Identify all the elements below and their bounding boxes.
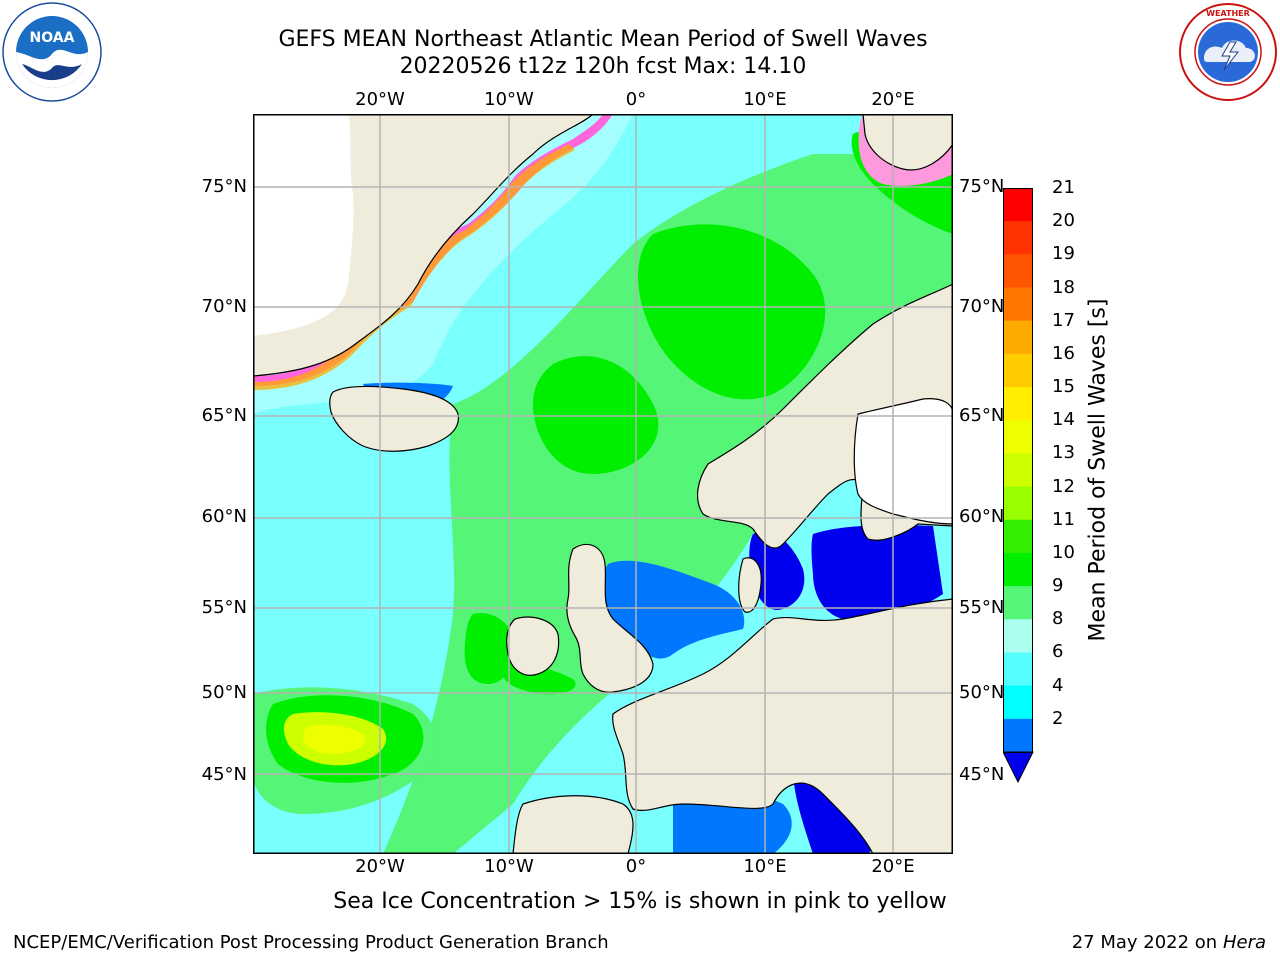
colorbar-tick-label: 9 [1052, 575, 1064, 597]
lon-tick-bottom-20w: 20°W [355, 856, 405, 877]
svalbard [862, 114, 953, 171]
colorbar-tick-label: 2 [1052, 707, 1064, 729]
colorbar-tick-label: 13 [1052, 442, 1075, 464]
lon-tick-bottom-20e: 20°E [871, 856, 915, 877]
colorbar-swatch [1003, 420, 1033, 454]
colorbar-tick-label: 18 [1052, 276, 1075, 298]
colorbar-tick-label: 20 [1052, 210, 1075, 232]
map-gridlines [253, 114, 953, 854]
ireland [506, 616, 560, 676]
colorbar-swatch [1003, 685, 1033, 720]
lat-tick-left-55n: 55°N [201, 597, 247, 618]
lat-tick-left-70n: 70°N [201, 296, 247, 317]
map-panel [253, 114, 953, 854]
colorbar-tick-label: 21 [1052, 177, 1075, 198]
footer-host: Hera [1222, 932, 1266, 953]
noaa-logo: NOAA [2, 2, 102, 102]
lon-tick-top-20w: 20°W [355, 89, 405, 110]
colorbar-swatch [1003, 619, 1033, 653]
lon-tick-bottom-10w: 10°W [484, 856, 534, 877]
colorbar-swatch [1003, 519, 1033, 554]
lat-tick-right-45n: 45°N [959, 764, 1005, 785]
lon-tick-top-20e: 20°E [871, 89, 915, 110]
colorbar-tick-label: 8 [1052, 608, 1064, 630]
footer-credit: NCEP/EMC/Verification Post Processing Pr… [13, 932, 609, 953]
footer-date: 27 May 2022 on Hera [1072, 932, 1266, 953]
colorbar [1002, 188, 1045, 784]
chart-title: GEFS MEAN Northeast Atlantic Mean Period… [278, 27, 928, 52]
colorbar-tick-label: 10 [1052, 541, 1075, 563]
lon-tick-top-0: 0° [625, 89, 647, 110]
colorbar-tick-label: 12 [1052, 475, 1075, 497]
colorbar-tick-label: 16 [1052, 342, 1075, 364]
lat-tick-left-75n: 75°N [201, 176, 247, 197]
colorbar-tick-label: 6 [1052, 641, 1064, 663]
continental-europe [612, 598, 953, 854]
colorbar-tick-label: 19 [1052, 243, 1075, 265]
colorbar-extend-arrow [1002, 751, 1034, 784]
colorbar-swatch [1003, 320, 1033, 355]
lat-tick-left-50n: 50°N [201, 682, 247, 703]
colorbar-title: Mean Period of Swell Waves [s] [1085, 298, 1111, 642]
lat-tick-right-60n: 60°N [959, 506, 1005, 527]
map-canvas [253, 114, 953, 854]
colorbar-tick-label: 4 [1052, 674, 1064, 696]
lat-tick-left-60n: 60°N [201, 506, 247, 527]
colorbar-swatch [1003, 221, 1033, 255]
colorbar-swatch [1003, 254, 1033, 289]
lat-tick-right-70n: 70°N [959, 296, 1005, 317]
lon-tick-top-10w: 10°W [484, 89, 534, 110]
lat-tick-left-45n: 45°N [201, 764, 247, 785]
colorbar-tick-label: 14 [1052, 409, 1075, 431]
great-britain [566, 543, 654, 693]
colorbar-tick-label: 15 [1052, 376, 1075, 398]
colorbar-swatches [1002, 188, 1034, 784]
colorbar-swatch [1003, 353, 1033, 388]
chart-subtitle: 20220526 t12z 120h fcst Max: 14.10 [399, 54, 807, 79]
colorbar-tick-label: 17 [1052, 309, 1075, 331]
colorbar-outline [1003, 188, 1033, 753]
colorbar-swatch [1003, 552, 1033, 587]
land-areas [253, 114, 953, 854]
colorbar-swatch [1003, 486, 1033, 521]
footer-date-text: 27 May 2022 on [1071, 932, 1218, 953]
iceland [329, 385, 459, 452]
map-border [253, 114, 953, 854]
nws-logo: WEATHER [1178, 2, 1278, 102]
lat-tick-right-55n: 55°N [959, 597, 1005, 618]
lat-tick-left-65n: 65°N [201, 405, 247, 426]
colorbar-swatch [1003, 287, 1033, 322]
jutland [738, 557, 762, 613]
colorbar-swatch [1003, 188, 1033, 222]
lat-tick-right-65n: 65°N [959, 405, 1005, 426]
colorbar-swatch [1003, 652, 1033, 687]
svg-text:NOAA: NOAA [30, 30, 75, 46]
colorbar-swatch [1003, 453, 1033, 488]
lon-tick-top-10e: 10°E [743, 89, 787, 110]
sea-ice-caption: Sea Ice Concentration > 15% is shown in … [333, 889, 947, 914]
low-period-areas [363, 382, 943, 854]
lat-tick-right-75n: 75°N [959, 176, 1005, 197]
lon-tick-bottom-0: 0° [625, 856, 647, 877]
lon-tick-bottom-10e: 10°E [743, 856, 787, 877]
colorbar-tick-label: 11 [1052, 508, 1075, 530]
colorbar-swatch [1003, 387, 1033, 421]
colorbar-swatch [1003, 586, 1033, 620]
iberia [512, 795, 634, 854]
svg-text:WEATHER: WEATHER [1206, 9, 1250, 18]
lat-tick-right-50n: 50°N [959, 682, 1005, 703]
colorbar-swatch [1003, 718, 1033, 753]
